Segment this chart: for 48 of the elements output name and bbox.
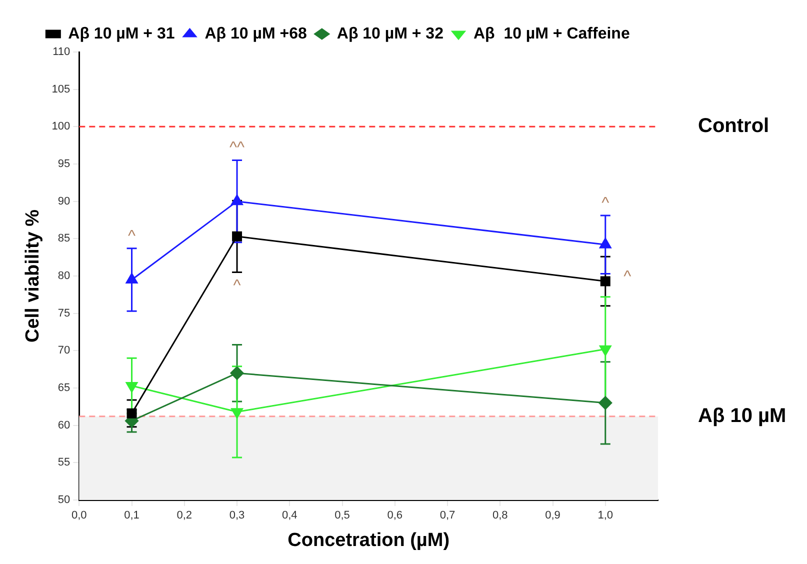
y-tick-label: 50 xyxy=(58,494,70,506)
y-tick-label: 55 xyxy=(58,456,70,469)
x-tick-label: 0,3 xyxy=(229,510,245,522)
y-tick-label: 90 xyxy=(58,195,70,208)
y-tick-label: 70 xyxy=(58,344,70,357)
point xyxy=(599,345,612,356)
data-label: ^ xyxy=(128,228,136,245)
x-tick-label: 0,5 xyxy=(334,510,350,522)
point xyxy=(126,382,138,393)
x-tick-label: 0,2 xyxy=(176,510,192,522)
legend-label: Aβ 10 µM +68 xyxy=(204,25,307,42)
y-tick-label: 95 xyxy=(58,158,70,170)
x-tick-label: 0,9 xyxy=(545,510,560,522)
ref-line-label: Control xyxy=(698,115,770,138)
y-tick-label: 105 xyxy=(52,83,70,96)
point xyxy=(232,231,242,242)
data-label: ^ xyxy=(233,278,242,295)
point xyxy=(598,396,612,410)
x-tick-label: 0,8 xyxy=(492,510,508,522)
point xyxy=(126,408,137,418)
ref-line-label: Aβ 10 µM xyxy=(698,404,786,427)
legend-label: Aβ 10 µM + Caffeine xyxy=(473,25,630,42)
point xyxy=(599,238,612,248)
y-tick-label: 60 xyxy=(58,419,70,432)
point xyxy=(230,366,244,380)
y-tick-label: 85 xyxy=(58,232,70,245)
data-label: ^ xyxy=(602,194,610,212)
point xyxy=(600,276,610,286)
y-axis-title: Cell viability % xyxy=(22,209,44,343)
point xyxy=(126,272,138,284)
y-tick-label: 100 xyxy=(52,120,70,133)
x-axis-title: Concetration (µM) xyxy=(288,530,450,551)
data-label: ^ xyxy=(624,268,632,286)
x-tick-label: 0,6 xyxy=(387,510,403,522)
legend-label: Aβ 10 µM + 31 xyxy=(68,25,175,42)
y-tick-label: 80 xyxy=(58,270,70,282)
y-tick-label: 65 xyxy=(58,382,70,394)
data-label: ^^ xyxy=(230,140,246,157)
point xyxy=(231,194,243,206)
y-tick-label: 75 xyxy=(58,307,70,320)
x-tick-label: 0,4 xyxy=(282,510,298,522)
point xyxy=(231,408,243,419)
x-tick-label: 0,0 xyxy=(72,510,87,522)
x-tick-label: 0,1 xyxy=(124,510,140,522)
y-tick-label: 110 xyxy=(52,46,70,58)
x-tick-label: 1,0 xyxy=(598,510,614,522)
legend-label: Aβ 10 µM + 32 xyxy=(336,25,444,42)
x-tick-label: 0,7 xyxy=(440,510,456,522)
